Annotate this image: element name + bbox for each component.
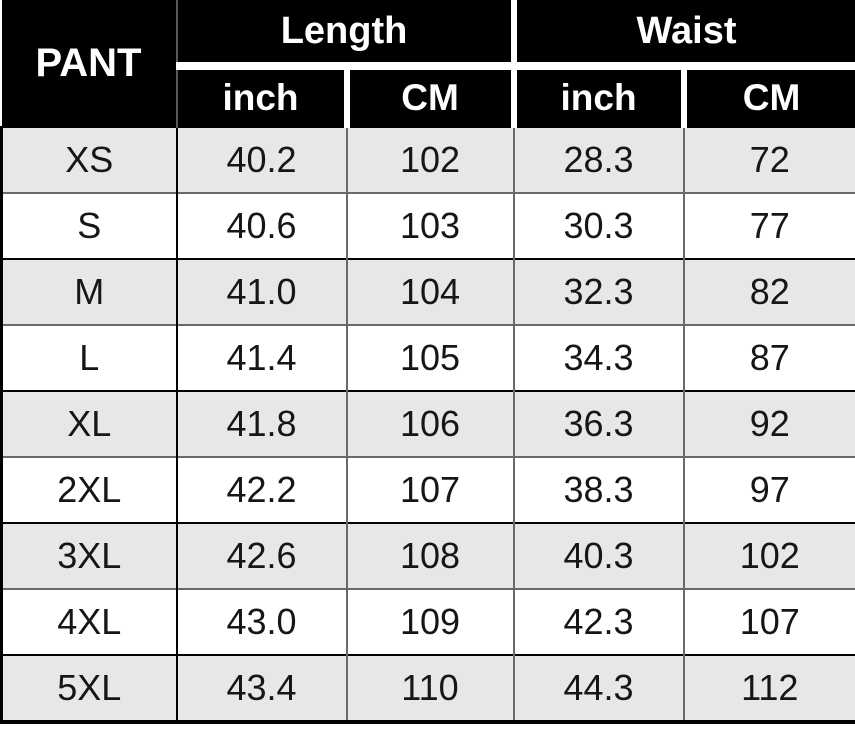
waist-inch-cell: 28.3 — [513, 126, 685, 193]
waist-inch-cell: 34.3 — [513, 324, 685, 391]
length-inch-cell: 41.0 — [176, 258, 348, 325]
table-row: XS 40.2 102 28.3 72 — [0, 126, 855, 193]
length-inch-header: inch — [176, 62, 347, 127]
pant-header-cell: PANT — [1, 0, 178, 127]
length-inch-cell: 40.2 — [176, 126, 348, 193]
waist-inch-cell: 38.3 — [513, 456, 685, 523]
length-inch-cell: 40.6 — [176, 192, 348, 259]
table-row: 4XL 43.0 109 42.3 107 — [0, 588, 855, 655]
waist-cm-cell: 82 — [683, 258, 855, 325]
waist-cm-cell: 107 — [683, 588, 855, 655]
length-inch-cell: 41.4 — [176, 324, 348, 391]
table-body: XS 40.2 102 28.3 72 S 40.6 103 30.3 77 M… — [0, 126, 855, 724]
size-cell: 3XL — [0, 522, 178, 589]
waist-cm-cell: 72 — [683, 126, 855, 193]
length-cm-cell: 105 — [346, 324, 515, 391]
waist-group-header: Waist — [510, 0, 855, 66]
length-cm-cell: 102 — [346, 126, 515, 193]
size-cell: 5XL — [0, 654, 178, 724]
table-row: 3XL 42.6 108 40.3 102 — [0, 522, 855, 589]
length-cm-cell: 106 — [346, 390, 515, 457]
waist-inch-cell: 44.3 — [513, 654, 685, 724]
size-cell: XL — [0, 390, 178, 457]
waist-cm-cell: 112 — [683, 654, 855, 724]
table-row: M 41.0 104 32.3 82 — [0, 258, 855, 325]
length-cm-cell: 103 — [346, 192, 515, 259]
length-inch-cell: 42.2 — [176, 456, 348, 523]
waist-inch-cell: 36.3 — [513, 390, 685, 457]
table-row: S 40.6 103 30.3 77 — [0, 192, 855, 259]
length-cm-cell: 108 — [346, 522, 515, 589]
length-inch-cell: 41.8 — [176, 390, 348, 457]
waist-inch-header: inch — [510, 62, 684, 127]
length-inch-cell: 42.6 — [176, 522, 348, 589]
waist-inch-cell: 42.3 — [513, 588, 685, 655]
length-group-header: Length — [176, 0, 514, 66]
waist-cm-cell: 77 — [683, 192, 855, 259]
size-cell: XS — [0, 126, 178, 193]
size-cell: S — [0, 192, 178, 259]
waist-cm-cell: 102 — [683, 522, 855, 589]
length-cm-cell: 109 — [346, 588, 515, 655]
size-cell: L — [0, 324, 178, 391]
table-row: L 41.4 105 34.3 87 — [0, 324, 855, 391]
table-row: 5XL 43.4 110 44.3 112 — [0, 654, 855, 724]
waist-inch-cell: 32.3 — [513, 258, 685, 325]
waist-cm-cell: 92 — [683, 390, 855, 457]
waist-inch-cell: 30.3 — [513, 192, 685, 259]
size-cell: 2XL — [0, 456, 178, 523]
length-cm-cell: 107 — [346, 456, 515, 523]
length-inch-cell: 43.4 — [176, 654, 348, 724]
size-cell: 4XL — [0, 588, 178, 655]
waist-cm-header: CM — [680, 62, 855, 127]
table-row: 2XL 42.2 107 38.3 97 — [0, 456, 855, 523]
length-cm-header: CM — [343, 62, 514, 127]
waist-cm-cell: 97 — [683, 456, 855, 523]
header-unit-row: inch CM inch CM — [2, 62, 855, 127]
length-inch-cell: 43.0 — [176, 588, 348, 655]
waist-cm-cell: 87 — [683, 324, 855, 391]
waist-inch-cell: 40.3 — [513, 522, 685, 589]
header-group-row: PANT Length Waist — [1, 0, 855, 127]
length-cm-cell: 104 — [346, 258, 515, 325]
table-row: XL 41.8 106 36.3 92 — [0, 390, 855, 457]
size-cell: M — [0, 258, 178, 325]
table-header: PANT Length Waist inch CM inch CM — [1, 0, 855, 127]
length-cm-cell: 110 — [346, 654, 515, 724]
